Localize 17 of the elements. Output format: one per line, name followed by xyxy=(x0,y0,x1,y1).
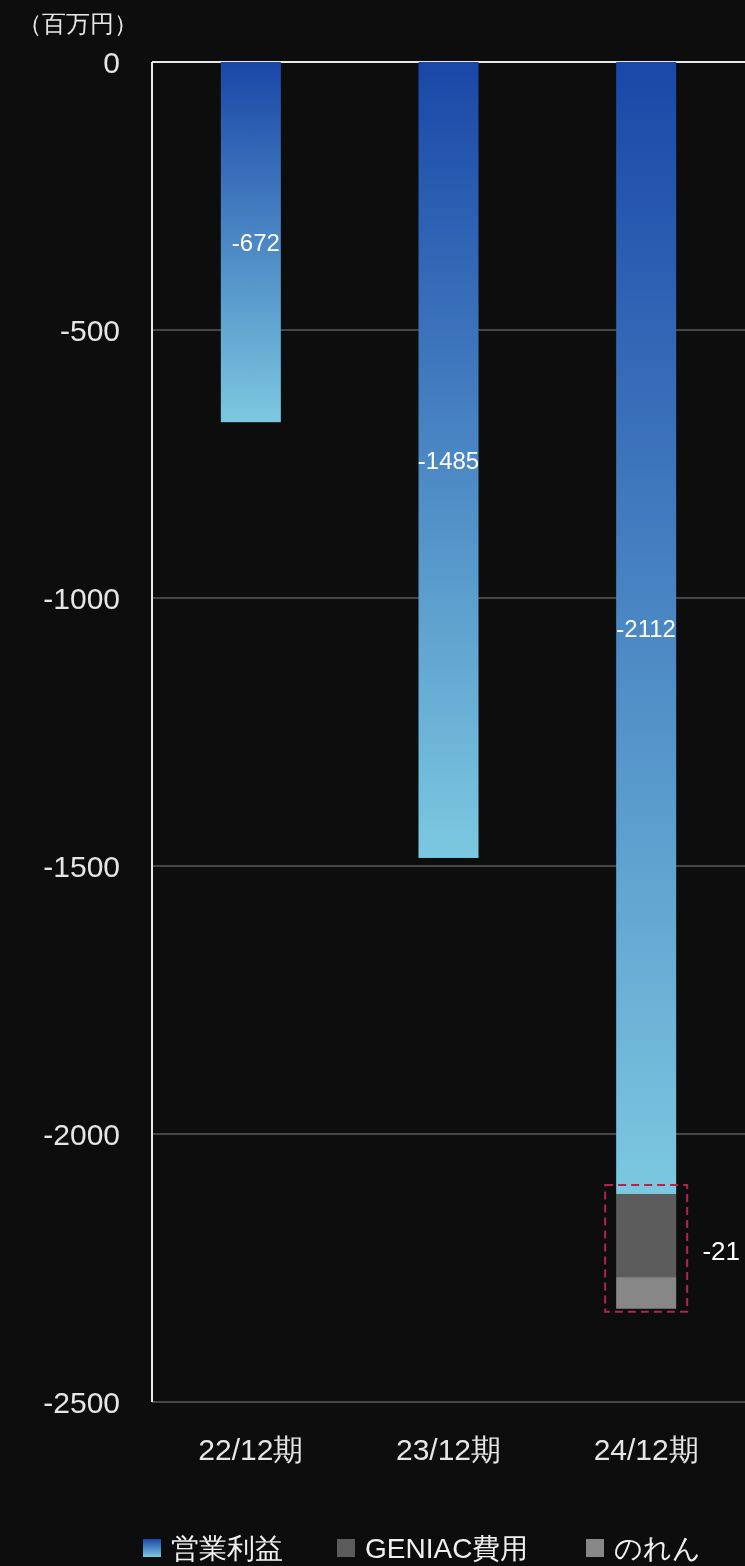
y-axis-title: （百万円） xyxy=(18,10,138,37)
y-tick-label: -1000 xyxy=(43,582,120,615)
data-label: -1485 xyxy=(417,446,480,474)
y-tick-label: 0 xyxy=(103,46,120,79)
x-tick-label: 23/12期 xyxy=(395,1433,502,1466)
legend-label: 営業利益 xyxy=(171,1533,283,1564)
annotation: -21 xyxy=(702,1236,740,1267)
y-tick-label: -1500 xyxy=(43,850,120,883)
x-tick-label: 22/12期 xyxy=(198,1433,304,1466)
legend-label: GENIAC費用 xyxy=(365,1533,529,1564)
y-tick-label: -2000 xyxy=(43,1118,120,1151)
data-label: -2112 xyxy=(616,615,676,643)
y-tick-label: -500 xyxy=(59,314,120,347)
x-tick-label: 24/12期 xyxy=(593,1433,699,1466)
legend-label: のれん xyxy=(614,1533,701,1564)
data-label: -672 xyxy=(231,229,280,257)
y-tick-label: -2500 xyxy=(43,1386,120,1419)
